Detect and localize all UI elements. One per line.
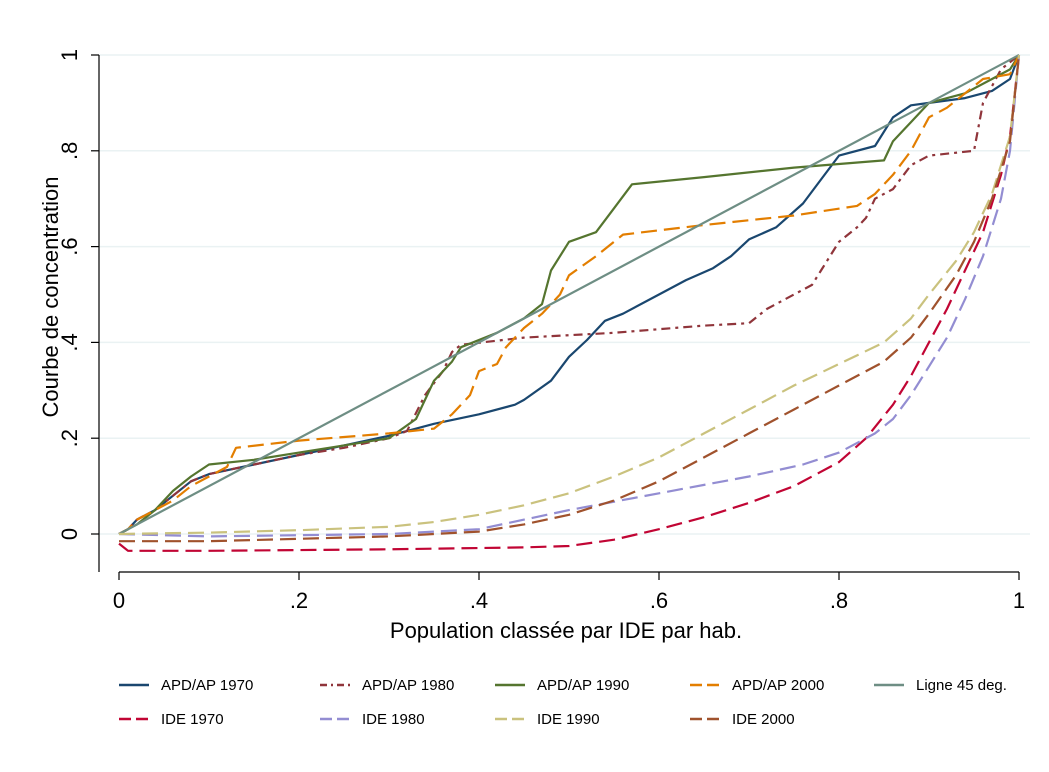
legend-label-2: APD/AP 1990 bbox=[537, 677, 629, 694]
series-line-1 bbox=[118, 54, 1020, 535]
x-axis-title: Population classée par IDE par hab. bbox=[390, 618, 742, 643]
legend-label-0: APD/AP 1970 bbox=[161, 677, 253, 694]
x-tick-label-2: .4 bbox=[470, 588, 488, 613]
y-tick-label-1: .2 bbox=[57, 429, 82, 447]
series-group bbox=[118, 54, 1021, 552]
y-axis-title: Courbe de concentration bbox=[38, 177, 63, 418]
x-tick-label-0: 0 bbox=[113, 588, 125, 613]
series-line-6 bbox=[118, 54, 1021, 538]
x-tick-label-1: .2 bbox=[290, 588, 308, 613]
legend-label-7: IDE 1990 bbox=[537, 711, 600, 728]
series-line-0 bbox=[118, 54, 1021, 535]
y-tick-label-0: 0 bbox=[57, 528, 82, 540]
series-line-8 bbox=[119, 54, 1021, 543]
y-tick-label-3: .6 bbox=[57, 237, 82, 255]
y-tick-label-4: .8 bbox=[57, 142, 82, 160]
legend-label-6: IDE 1980 bbox=[362, 711, 425, 728]
x-tick-label-5: 1 bbox=[1013, 588, 1025, 613]
legend-label-8: IDE 2000 bbox=[732, 711, 795, 728]
gridlines bbox=[99, 54, 1030, 535]
series-line-3 bbox=[118, 54, 1020, 535]
legend: APD/AP 1970 APD/AP 1980 APD/AP 1990 APD/AP … bbox=[119, 677, 1007, 728]
series-line-5 bbox=[118, 54, 1021, 552]
x-tick-label-4: .8 bbox=[830, 588, 848, 613]
y-tick-label-2: .4 bbox=[57, 333, 82, 351]
legend-label-3: APD/AP 2000 bbox=[732, 677, 824, 694]
x-tick-label-3: .6 bbox=[650, 588, 668, 613]
legend-label-4: Ligne 45 deg. bbox=[916, 677, 1007, 694]
legend-label-1: APD/AP 1980 bbox=[362, 677, 454, 694]
series-line-7 bbox=[118, 54, 1021, 536]
axes bbox=[91, 54, 1020, 580]
tick-labels: 0 .2 .4 .6 .8 1 0 .2 .4 .6 .8 1 bbox=[57, 49, 1025, 613]
series-line-4 bbox=[118, 54, 1020, 535]
legend-label-5: IDE 1970 bbox=[161, 711, 224, 728]
y-tick-label-5: 1 bbox=[57, 49, 82, 61]
